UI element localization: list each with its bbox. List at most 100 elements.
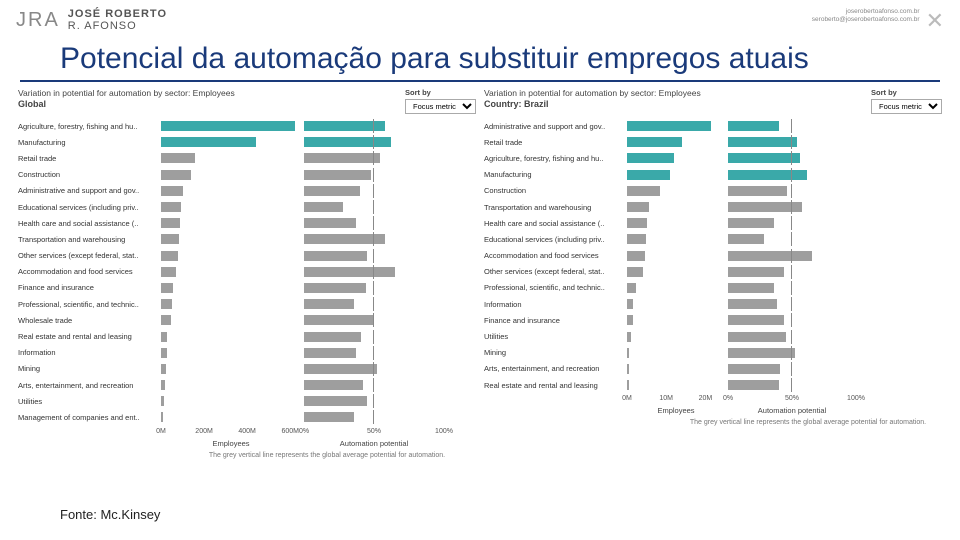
global-avg-line [373, 249, 374, 263]
row-label: Health care and social assistance (.. [484, 219, 624, 228]
contact-block: joserobertoafonso.com.br seroberto@joser… [812, 8, 920, 25]
table-row: Agriculture, forestry, fishing and hu.. [18, 118, 476, 134]
row-label: Finance and insurance [18, 283, 158, 292]
automation-bar-cell [728, 234, 856, 244]
table-row: Information [18, 345, 476, 361]
employees-bar-cell [627, 234, 725, 244]
automation-bar-cell [728, 364, 856, 374]
automation-bar-cell [304, 396, 444, 406]
employees-bar-cell [627, 332, 725, 342]
employees-bar [627, 121, 711, 131]
global-avg-line [373, 394, 374, 408]
axis-tick: 20M [699, 395, 713, 402]
table-row: Retail trade [484, 134, 942, 150]
employees-bar [627, 170, 670, 180]
employees-bar [161, 364, 166, 374]
automation-bar [728, 218, 774, 228]
automation-bar [728, 234, 764, 244]
automation-bar [304, 267, 395, 277]
employees-bar-cell [161, 186, 301, 196]
employees-bar-cell [627, 267, 725, 277]
automation-bar-cell [728, 380, 856, 390]
automation-bar [304, 396, 367, 406]
automation-bar-cell [304, 186, 444, 196]
row-label: Agriculture, forestry, fishing and hu.. [484, 154, 624, 163]
automation-bar-cell [304, 121, 444, 131]
automation-bar-cell [304, 251, 444, 261]
table-row: Professional, scientific, and technic.. [484, 280, 942, 296]
sortby-select-brazil[interactable]: Focus metric [871, 99, 942, 114]
logo-right: joserobertoafonso.com.br seroberto@joser… [812, 8, 944, 34]
automation-bar-cell [304, 348, 444, 358]
employees-bar [627, 153, 674, 163]
global-avg-line [373, 281, 374, 295]
table-row: Real estate and rental and leasing [484, 377, 942, 393]
global-avg-line [791, 265, 792, 279]
employees-bar [161, 153, 195, 163]
employees-bar [161, 170, 191, 180]
axis-tick: 50% [785, 395, 799, 402]
automation-bar [304, 299, 354, 309]
table-row: Arts, entertainment, and recreation [484, 361, 942, 377]
employees-bar [627, 348, 629, 358]
sortby-label: Sort by [405, 88, 476, 97]
employees-bar-cell [627, 218, 725, 228]
row-label: Utilities [484, 332, 624, 341]
employees-bar-cell [161, 299, 301, 309]
employees-bar [161, 348, 167, 358]
automation-bar [728, 332, 786, 342]
row-label: Administrative and support and gov.. [484, 122, 624, 131]
axis-titles-brazil: Employees Automation potential [484, 406, 942, 415]
row-label: Manufacturing [484, 170, 624, 179]
employees-bar [627, 202, 649, 212]
employees-bar [161, 267, 176, 277]
logo-line2: R. AFONSO [68, 20, 167, 32]
employees-bar [627, 218, 647, 228]
automation-bar [304, 170, 371, 180]
automation-bar-cell [304, 218, 444, 228]
table-row: Accommodation and food services [484, 248, 942, 264]
automation-bar-cell [728, 251, 856, 261]
table-row: Utilities [484, 328, 942, 344]
row-label: Retail trade [484, 138, 624, 147]
table-row: Educational services (including priv.. [484, 231, 942, 247]
global-avg-line [373, 313, 374, 327]
employees-bar-cell [627, 348, 725, 358]
employees-bar [627, 186, 660, 196]
employees-bar-cell [161, 396, 301, 406]
logo-text: JOSÉ ROBERTO R. AFONSO [68, 8, 167, 32]
table-row: Finance and insurance [18, 280, 476, 296]
sortby-select-global[interactable]: Focus metric [405, 99, 476, 114]
employees-bar-cell [627, 121, 725, 131]
employees-bar-cell [161, 332, 301, 342]
automation-bar-cell [304, 332, 444, 342]
sortby-brazil: Sort by Focus metric [871, 88, 942, 114]
logo-line1: JOSÉ ROBERTO [68, 8, 167, 20]
automation-bar-cell [728, 170, 856, 180]
employees-bar-cell [161, 348, 301, 358]
employees-bar-cell [161, 121, 301, 131]
employees-bar [161, 121, 295, 131]
employees-bar-cell [161, 267, 301, 277]
employees-bar [627, 137, 682, 147]
automation-bar-cell [728, 186, 856, 196]
global-avg-line [791, 200, 792, 214]
row-label: Real estate and rental and leasing [18, 332, 158, 341]
automation-bar-cell [304, 380, 444, 390]
automation-bar-cell [728, 299, 856, 309]
automation-bar [304, 315, 374, 325]
table-row: Construction [484, 183, 942, 199]
panel-header-global: Variation in potential for automation by… [18, 88, 476, 114]
automation-bar-cell [728, 283, 856, 293]
employees-bar-cell [161, 251, 301, 261]
row-label: Other services (except federal, stat.. [18, 251, 158, 260]
automation-bar [728, 380, 779, 390]
automation-bar-cell [304, 153, 444, 163]
global-avg-line [791, 168, 792, 182]
automation-bar [728, 137, 797, 147]
row-label: Transportation and warehousing [484, 203, 624, 212]
automation-bar [728, 153, 800, 163]
row-label: Professional, scientific, and technic.. [484, 283, 624, 292]
axis-titles-global: Employees Automation potential [18, 439, 476, 448]
global-avg-line [373, 184, 374, 198]
